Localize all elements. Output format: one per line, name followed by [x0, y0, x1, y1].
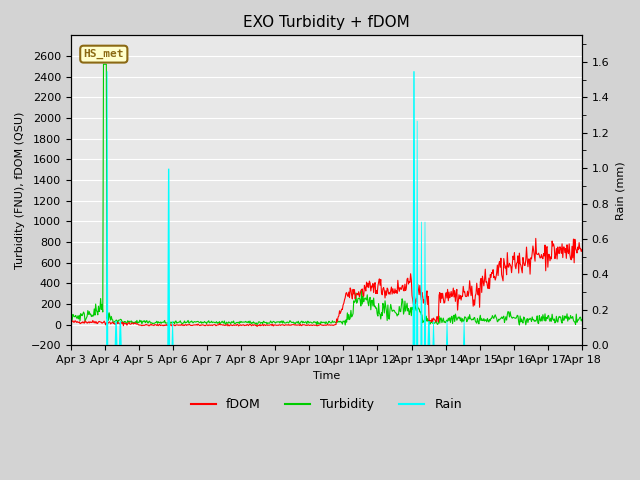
Text: HS_met: HS_met — [84, 49, 124, 59]
Y-axis label: Rain (mm): Rain (mm) — [615, 161, 625, 220]
Title: EXO Turbidity + fDOM: EXO Turbidity + fDOM — [243, 15, 410, 30]
Y-axis label: Turbidity (FNU), fDOM (QSU): Turbidity (FNU), fDOM (QSU) — [15, 112, 25, 269]
X-axis label: Time: Time — [313, 371, 340, 381]
Legend: fDOM, Turbidity, Rain: fDOM, Turbidity, Rain — [186, 394, 467, 417]
